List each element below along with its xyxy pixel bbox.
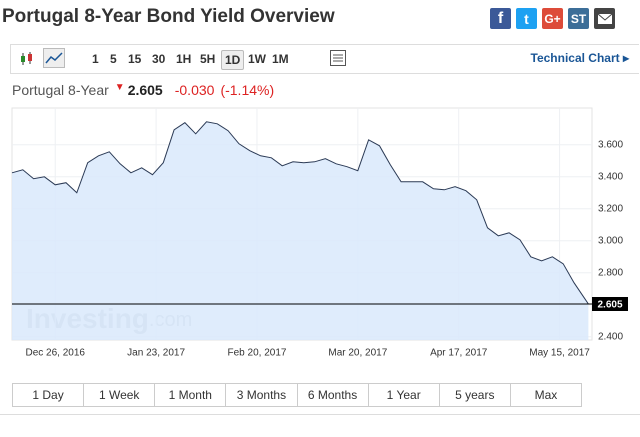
chart: Investing.com2.4002.6002.8003.0003.2003.… <box>11 107 628 359</box>
share-stocktwits[interactable]: ST <box>568 8 589 29</box>
technical-chart-text: Technical Chart <box>530 51 620 65</box>
candle-icon[interactable] <box>19 51 35 67</box>
x-tick-label: Feb 20, 2017 <box>228 348 287 359</box>
range-selector: 1 Day 1 Week 1 Month 3 Months 6 Months 1 Year… <box>12 383 582 407</box>
mail-icon <box>596 12 613 25</box>
area-fill <box>12 121 589 340</box>
page-title: Portugal 8-Year Bond Yield Overview <box>2 6 335 27</box>
y-tick-label: 3.200 <box>598 203 623 214</box>
technical-chart-link[interactable]: Technical Chart ▸ <box>530 51 630 65</box>
range-button[interactable]: 1 Week <box>84 384 156 406</box>
range-button[interactable]: Max <box>534 388 558 402</box>
y-tick-label: 3.000 <box>598 235 623 246</box>
divider <box>0 414 640 415</box>
quote-last: 2.605 <box>127 82 163 98</box>
price-line <box>11 121 589 305</box>
quote: Portugal 8-Year ▼ 2.605 -0.030 (-1.14%) <box>12 82 280 98</box>
toolbar: 1 5 15 30 1H 5H 1D 1W 1M Technical Chart ▸ <box>10 44 639 74</box>
x-tick-label: Apr 17, 2017 <box>430 348 488 359</box>
interval-button[interactable]: 1M <box>272 52 289 66</box>
share-facebook[interactable]: f <box>490 8 511 29</box>
x-tick-label: Jan 23, 2017 <box>127 348 185 359</box>
y-tick-label: 3.600 <box>598 139 623 150</box>
interval-button[interactable]: 5 <box>110 52 117 66</box>
interval-button[interactable]: 1D <box>221 50 245 70</box>
share-email[interactable] <box>594 8 615 29</box>
quote-change: -0.030 <box>174 82 215 98</box>
quote-name: Portugal 8-Year <box>12 82 109 98</box>
x-tick-label: May 15, 2017 <box>529 348 590 359</box>
settings-icon[interactable] <box>329 49 347 67</box>
share-google[interactable]: G+ <box>542 8 563 29</box>
range-button[interactable]: 6 Months <box>298 384 369 406</box>
last-value-tag <box>592 297 628 311</box>
range-button[interactable]: 5 years <box>440 384 511 406</box>
range-button[interactable]: 1 Day <box>13 384 85 406</box>
down-arrow: ▼ <box>114 82 125 93</box>
quote-change-pct: (-1.14%) <box>220 82 275 98</box>
line-icon[interactable] <box>43 48 65 68</box>
last-value-label: 2.605 <box>597 300 622 311</box>
y-tick-label: 2.800 <box>598 267 623 278</box>
range-button[interactable]: 1 Year <box>369 384 440 406</box>
interval-button[interactable]: 1H <box>176 52 192 66</box>
interval-button[interactable]: 1 <box>92 52 99 66</box>
x-tick-label: Dec 26, 2016 <box>25 348 85 359</box>
share-twitter[interactable]: t <box>516 8 537 29</box>
interval-button[interactable]: 1W <box>248 52 266 66</box>
interval-button[interactable]: 30 <box>152 52 166 66</box>
x-tick-label: Mar 20, 2017 <box>328 348 387 359</box>
range-button[interactable]: 1 Month <box>155 384 227 406</box>
y-tick-label: 2.400 <box>598 331 623 342</box>
interval-button[interactable]: 5H <box>200 52 216 66</box>
range-button[interactable]: 3 Months <box>226 384 298 406</box>
interval-button[interactable]: 15 <box>128 52 142 66</box>
y-tick-label: 3.400 <box>598 171 623 182</box>
